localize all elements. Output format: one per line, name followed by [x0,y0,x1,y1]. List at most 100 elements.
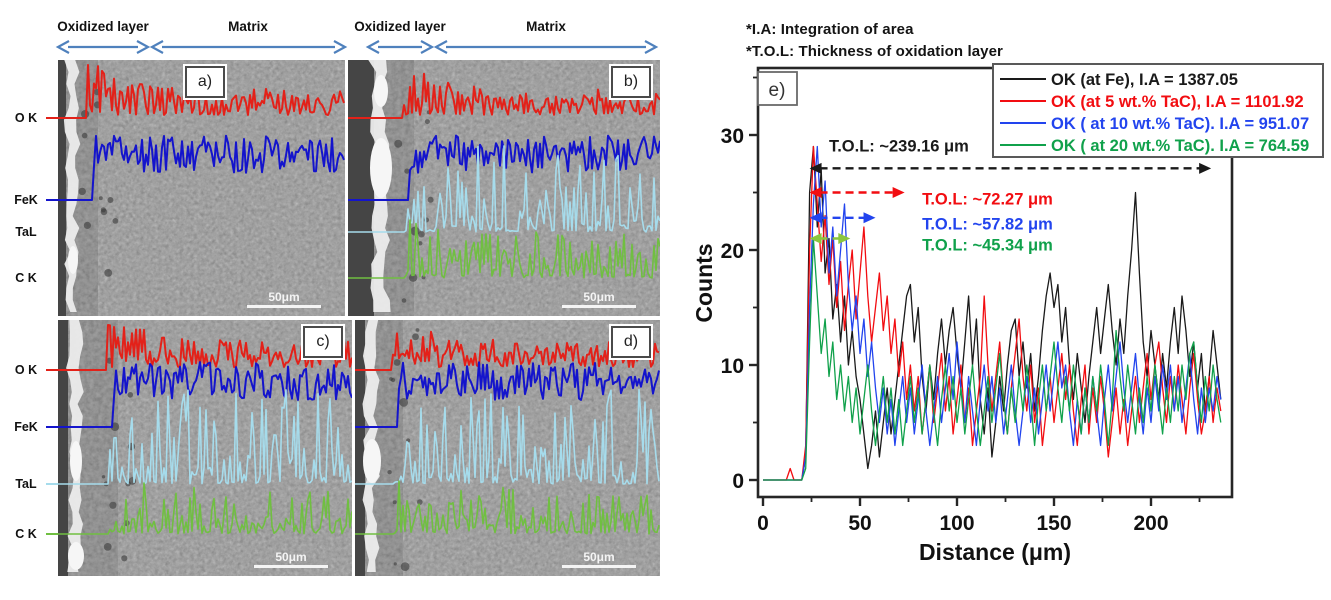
scale-bar-text: 50μm [583,550,615,564]
line-chart-panel-e: 0 50 100 150 200 0 10 20 30 Distance (μm) Counts e)… [695,63,1324,565]
panel-label-d: d) [611,326,651,358]
legend-label-0: OK (at Fe), I.A = 1387.05 [1051,71,1238,89]
sem-trace-OK [348,72,660,119]
pore-dot [112,218,119,224]
oxidized-layer-label-2: Oxidized layer [354,19,446,34]
element-label-ck-row1: C K [15,271,37,285]
scale-bar-text: 50μm [275,550,307,564]
ok-connector-row2 [46,369,58,371]
header-arrows [55,40,659,54]
panel-label-a: a) [185,66,225,98]
sem-trace-TaL [355,388,660,485]
pore-dot [424,119,430,125]
oxide-white-blob [68,542,84,570]
pore-dot [127,392,134,398]
pore-dot [389,377,393,381]
sem-trace-OK [355,330,660,371]
pore-dot [412,333,419,341]
sem-trace-CK [348,219,660,279]
scale-bar-text: 50μm [583,290,615,304]
x-tick-label: 50 [848,512,871,535]
scale-bar-line [254,565,328,568]
pore-dot [392,500,397,505]
y-axis-title: Counts [695,243,717,322]
tol-arrow-head-right [838,233,851,244]
arrow-head-left [365,40,380,54]
sem-panel-c: c) 50μm [58,320,352,576]
pore-dot [81,132,88,139]
pore-dot [101,475,106,479]
pore-dot [98,196,103,201]
scale-bar-text: 50μm [268,290,300,304]
mount-dark-strip [355,320,365,576]
x-tick-label: 100 [939,512,974,535]
tol-arrow-head-left [809,212,822,224]
sem-trace-TaL [348,145,660,233]
panel-label-c: c) [303,326,343,358]
element-label-ok-row1: O K [14,111,38,125]
pore-dot [415,328,420,332]
pore-dot [408,273,418,282]
scale-bar-b: 50μm [562,290,636,308]
pore-dot [100,208,108,216]
sem-micrograph-b [348,60,660,316]
y-tick-label: 0 [732,470,744,493]
matrix-label-2: Matrix [526,19,566,34]
oxide-white-blob [68,246,78,274]
x-tick-label: 0 [757,512,769,535]
sem-panel-a: a) 50μm [58,60,345,316]
pore-dot [400,562,410,571]
oxide-white-blob [370,138,392,198]
legend-label-3: OK ( at 20 wt.% TaC). I.A = 764.59 [1051,137,1309,155]
scale-bar-line [247,305,321,308]
ck-connector-row2 [46,533,58,535]
legend-label-2: OK ( at 10 wt.% TaC). I.A = 951.07 [1051,115,1309,133]
arrow-head-left [149,40,164,54]
element-label-fek-row1: FeK [14,193,38,207]
scale-bar-line [562,305,636,308]
mount-dark-strip [348,60,374,316]
panel-label-b: b) [611,66,651,98]
series-line-3 [763,237,1222,481]
sem-trace-CK [355,480,660,535]
pore-dot [103,543,112,551]
matrix-label-1: Matrix [228,19,268,34]
oxide-white-blob [70,441,82,481]
y-tick-label: 30 [721,125,744,148]
tol-label-1: T.O.L: ~72.27 μm [922,190,1053,208]
pore-dot [417,499,423,505]
panel-label-e-box [757,71,798,106]
tol-arrow-head-right [863,212,876,224]
panel-label-e: e) [769,80,786,101]
x-tick-label: 150 [1036,512,1071,535]
sem-micrograph-c [58,320,352,576]
sem-trace-TaL [58,389,352,485]
tal-connector-row2 [46,483,58,485]
element-label-fek-row2: FeK [14,420,38,434]
series-line-1 [763,145,1222,481]
y-tick-label: 10 [721,355,744,378]
element-label-ck-row2: C K [15,527,37,541]
scale-bar-c: 50μm [254,550,328,568]
oxide-white-band [63,60,81,312]
series-line-2 [763,145,1222,481]
ia-note: *I.A: Integration of area [746,21,914,38]
tol-arrow-head-left [809,233,822,244]
x-axis-title: Distance (μm) [919,539,1071,565]
sem-micrograph-a [58,60,345,316]
tol-label-3: T.O.L: ~45.34 μm [922,236,1053,254]
pore-dot [418,230,425,238]
sem-panel-b: b) 50μm [348,60,660,316]
pore-dot [404,168,410,174]
arrow-head-right [644,40,659,54]
pore-dot [399,398,409,407]
sem-trace-OK [58,64,345,119]
tol-arrow-head-right [1199,162,1212,174]
tol-note: *T.O.L: Thickness of oxidation layer [746,43,1003,60]
sem-trace-CK [58,482,352,535]
scale-bar-line [562,565,636,568]
pore-dot [393,562,397,566]
sem-panel-d: d) 50μm [355,320,660,576]
fek-connector-row2 [46,426,58,428]
